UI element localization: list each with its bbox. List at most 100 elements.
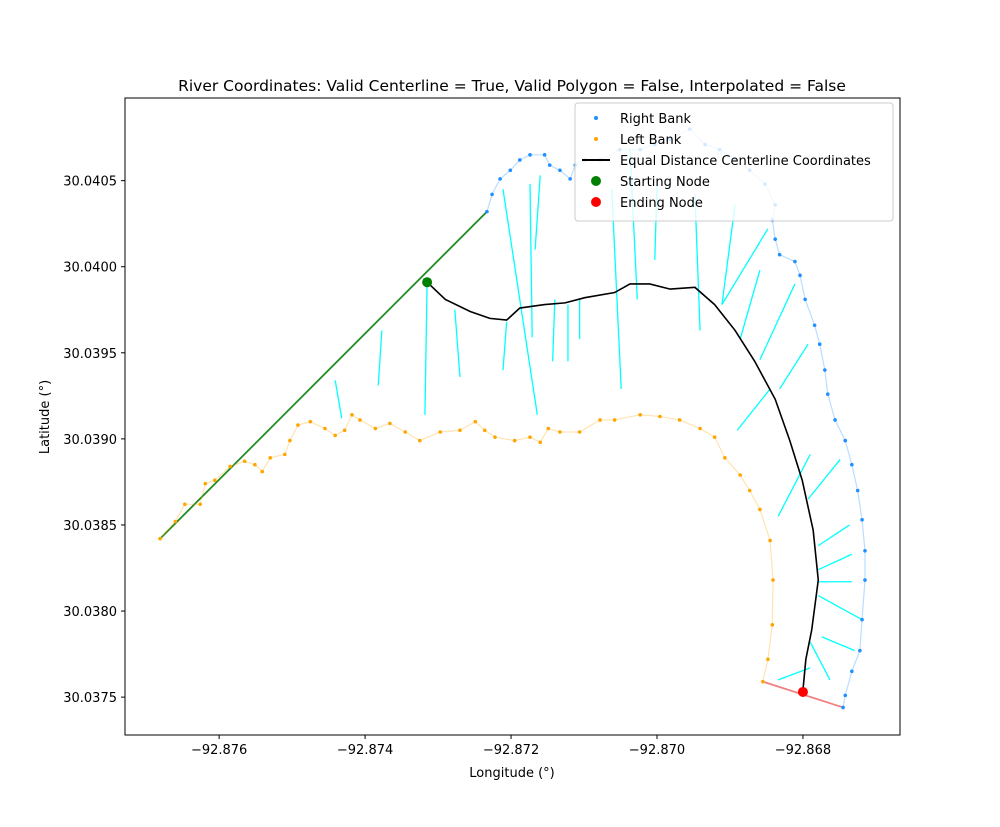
legend-label: Equal Distance Centerline Coordinates: [620, 154, 871, 169]
bank-point: [260, 469, 264, 474]
y-tick-label: 30.0405: [63, 175, 117, 190]
connector-line: [159, 210, 488, 540]
perpendicular-line: [611, 189, 622, 389]
bank-point: [771, 578, 775, 582]
perpendicular-line: [807, 459, 841, 500]
bank-point: [373, 426, 378, 431]
bank-point: [658, 414, 662, 419]
bank-point: [812, 323, 817, 328]
bank-point: [855, 488, 860, 493]
perpendicular-line: [736, 388, 771, 431]
bank-point: [638, 412, 643, 417]
bank-point: [183, 502, 187, 507]
bank-point: [517, 158, 522, 162]
bank-point: [308, 419, 313, 424]
bank-point: [485, 209, 489, 214]
legend-swatch: [591, 176, 601, 186]
bank-point: [558, 168, 562, 173]
bank-point: [817, 342, 822, 346]
bank-point: [296, 423, 300, 427]
perpendicular-line: [809, 641, 831, 681]
bank-point: [358, 418, 362, 422]
legend-label: Right Bank: [620, 112, 691, 127]
perpendicular-line: [721, 228, 769, 305]
bank-point: [777, 252, 782, 257]
perpendicular-line: [817, 524, 851, 547]
bank-point: [793, 259, 797, 264]
bank-point: [698, 426, 702, 431]
bank-point: [825, 392, 830, 396]
y-tick-label: 30.0400: [63, 261, 117, 276]
x-tick-label: −92.872: [483, 743, 539, 758]
bank-point: [547, 163, 552, 167]
plot-frame: [124, 97, 901, 736]
bank-point: [761, 679, 765, 684]
bank-point: [508, 168, 513, 173]
bank-point: [482, 428, 487, 433]
perpendicular-line: [502, 321, 508, 371]
bank-point: [288, 438, 292, 443]
bank-point: [542, 153, 547, 157]
bank-point: [863, 578, 867, 582]
bank-point: [798, 273, 802, 278]
perpendicular-line: [779, 343, 809, 390]
perpendicular-line: [551, 299, 556, 362]
node-point: [422, 277, 433, 288]
legend-box: [574, 102, 894, 222]
x-axis-label: Longitude (°): [469, 766, 554, 781]
bank-point: [598, 418, 602, 422]
perpendicular-line: [777, 454, 811, 517]
bank-point: [438, 430, 443, 434]
perpendicular-line: [817, 594, 863, 621]
bank-point: [723, 456, 727, 460]
bank-point: [770, 623, 775, 627]
bank-point: [212, 478, 217, 483]
bank-point: [528, 435, 532, 439]
bank-point: [173, 519, 178, 524]
bank-point: [850, 462, 854, 467]
perpendicular-line: [739, 269, 761, 340]
bank-point: [388, 421, 392, 426]
perpendicular-line: [821, 636, 856, 652]
bank-point: [253, 462, 257, 467]
perpendicular-line: [502, 189, 538, 415]
bank-point: [773, 237, 778, 241]
x-tick-label: −92.870: [629, 743, 685, 758]
bank-point: [860, 517, 864, 522]
bank-point: [242, 459, 247, 464]
bank-point: [342, 428, 347, 433]
bank-point: [528, 153, 532, 157]
bank-point: [843, 438, 848, 443]
bank-point: [843, 693, 848, 698]
bank-point: [577, 430, 582, 434]
perpendicular-line: [424, 282, 428, 415]
node-point: [797, 686, 808, 697]
bank-point: [758, 507, 762, 512]
y-tick-label: 30.0380: [63, 605, 117, 620]
x-tick-label: −92.868: [775, 743, 831, 758]
bank-point: [490, 192, 494, 197]
perpendicular-line: [377, 330, 383, 386]
bank-point: [458, 428, 462, 433]
bank-point: [568, 177, 572, 181]
y-tick-label: 30.0385: [63, 519, 117, 534]
bank-point: [712, 435, 717, 439]
y-tick-label: 30.0395: [63, 347, 117, 362]
bank-point: [228, 464, 232, 469]
bank-point: [203, 481, 208, 486]
bank-point: [158, 536, 162, 541]
legend-swatch: [591, 197, 601, 207]
bank-point: [860, 617, 864, 622]
legend-label: Ending Node: [620, 196, 703, 211]
bank-point: [850, 669, 854, 674]
legend-swatch: [594, 116, 598, 120]
bank-point: [333, 433, 337, 438]
bank-point: [677, 418, 682, 422]
bank-point: [473, 419, 478, 424]
perpendicular-line: [817, 553, 853, 571]
perpendicular-line: [454, 309, 461, 377]
legend-label: Starting Node: [620, 175, 710, 190]
bank-point: [268, 456, 273, 460]
perpendicular-line: [529, 184, 533, 338]
